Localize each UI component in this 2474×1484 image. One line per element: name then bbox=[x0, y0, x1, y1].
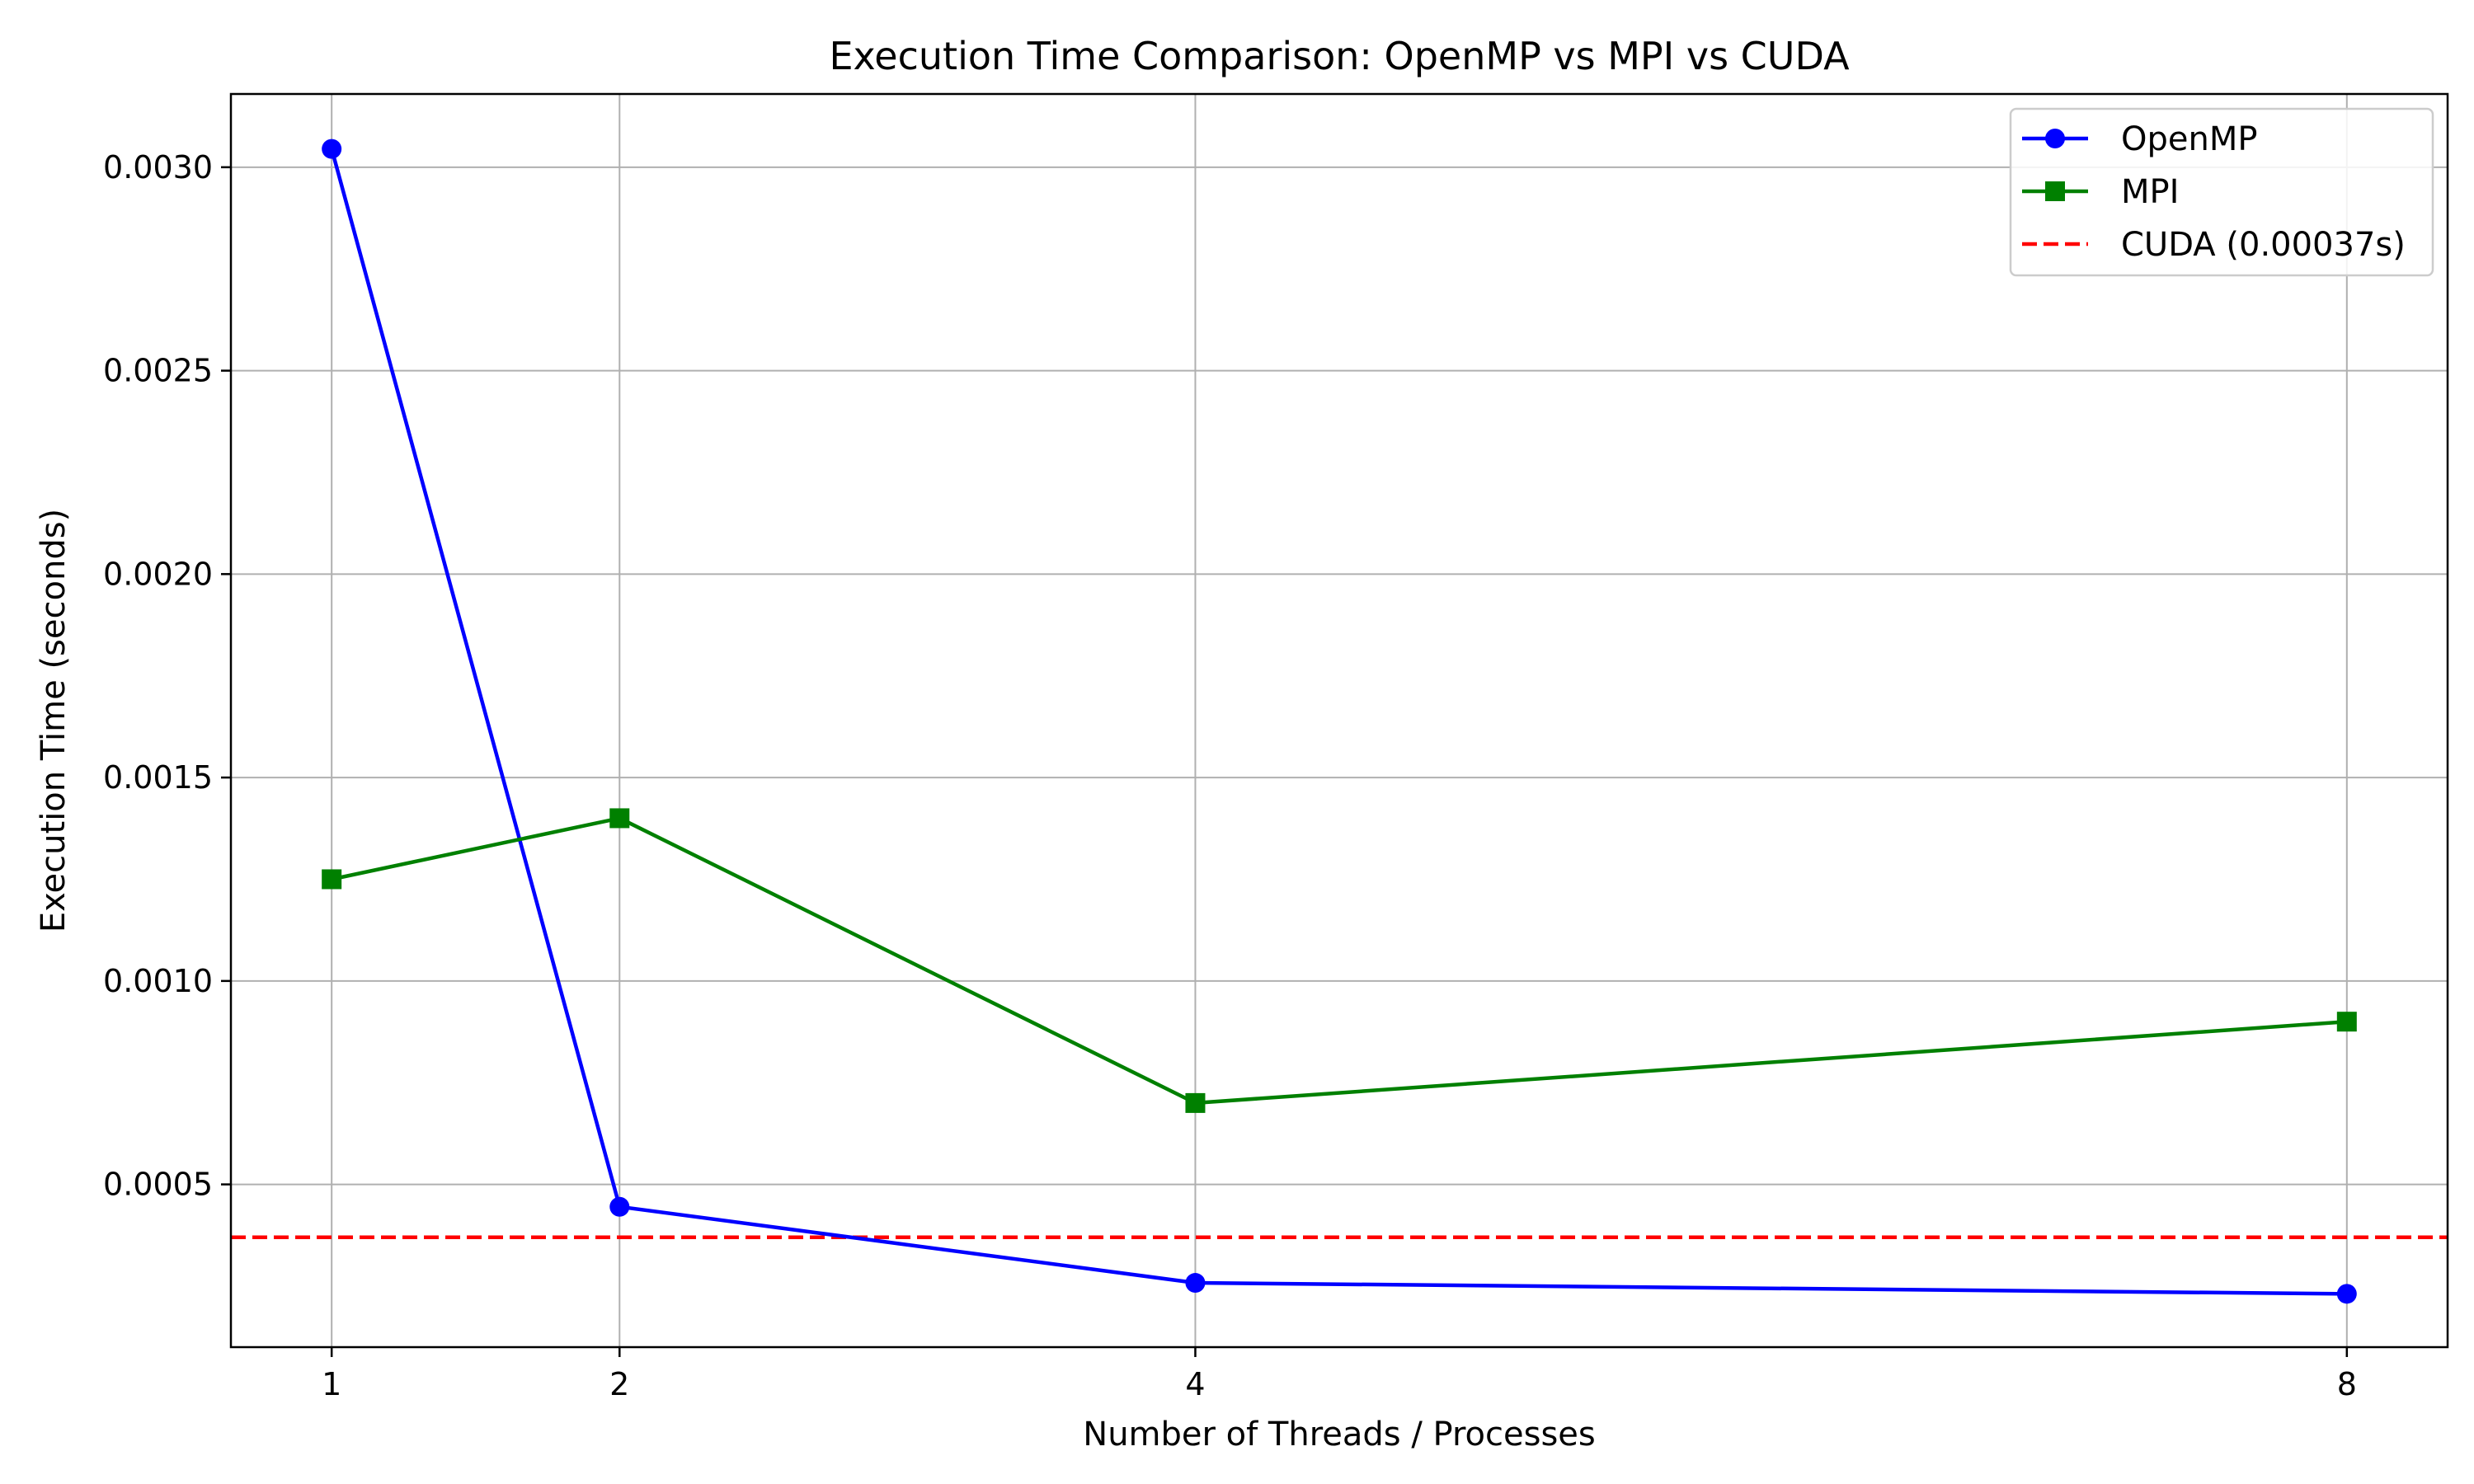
x-tick-label-2: 2 bbox=[609, 1366, 629, 1402]
series-line-openmp bbox=[330, 148, 2347, 1296]
data-point-openmp-2 bbox=[609, 1196, 630, 1217]
legend-cuda-label: CUDA (0.00037s) bbox=[2121, 226, 2406, 264]
x-tick-label-1: 1 bbox=[322, 1366, 341, 1402]
legend-entry-openmp: OpenMP bbox=[2022, 120, 2257, 158]
data-point-mpi-2 bbox=[609, 808, 630, 829]
series-line-mpi bbox=[331, 816, 2347, 1106]
plot-area-frame bbox=[229, 92, 2449, 1349]
data-point-openmp-8 bbox=[2336, 1284, 2357, 1304]
data-point-mpi-1 bbox=[322, 869, 342, 890]
legend-entry-cuda: CUDA (0.00037s) bbox=[2022, 226, 2406, 264]
data-point-openmp-4 bbox=[1185, 1273, 1206, 1294]
y-tick-label-0.0015: 0.0015 bbox=[103, 759, 213, 796]
legend-entry-mpi: MPI bbox=[2022, 173, 2179, 211]
data-point-mpi-4 bbox=[1185, 1092, 1206, 1113]
y-axis-label: Execution Time (seconds) bbox=[35, 509, 73, 932]
chart-title: Execution Time Comparison: OpenMP vs MPI… bbox=[829, 34, 1850, 78]
y-tick-label-0.0010: 0.0010 bbox=[103, 963, 213, 999]
legend-mpi-marker bbox=[2045, 181, 2065, 201]
y-tick-label-0.0025: 0.0025 bbox=[103, 353, 213, 389]
y-tick-label-0.0030: 0.0030 bbox=[103, 149, 213, 186]
plot-series bbox=[231, 139, 2448, 1304]
y-tick-label-0.0005: 0.0005 bbox=[103, 1167, 213, 1203]
legend: OpenMP MPI CUDA (0.00037s) bbox=[2009, 107, 2434, 277]
data-point-mpi-8 bbox=[2336, 1012, 2357, 1032]
legend-mpi-label: MPI bbox=[2121, 173, 2179, 211]
y-tick-label-0.0020: 0.0020 bbox=[103, 556, 213, 592]
data-point-openmp-1 bbox=[322, 139, 342, 159]
legend-openmp-label: OpenMP bbox=[2121, 120, 2257, 158]
x-axis-label: Number of Threads / Processes bbox=[1083, 1416, 1595, 1453]
legend-box bbox=[2009, 107, 2434, 277]
legend-openmp-marker bbox=[2045, 129, 2065, 148]
x-tick-label-8: 8 bbox=[2337, 1366, 2357, 1402]
x-tick-label-4: 4 bbox=[1185, 1366, 1205, 1402]
axis-ticks: 1 2 4 8 0.0005 0.0010 0.0015 0.0020 0.0025 0.0030 bbox=[103, 149, 2357, 1402]
